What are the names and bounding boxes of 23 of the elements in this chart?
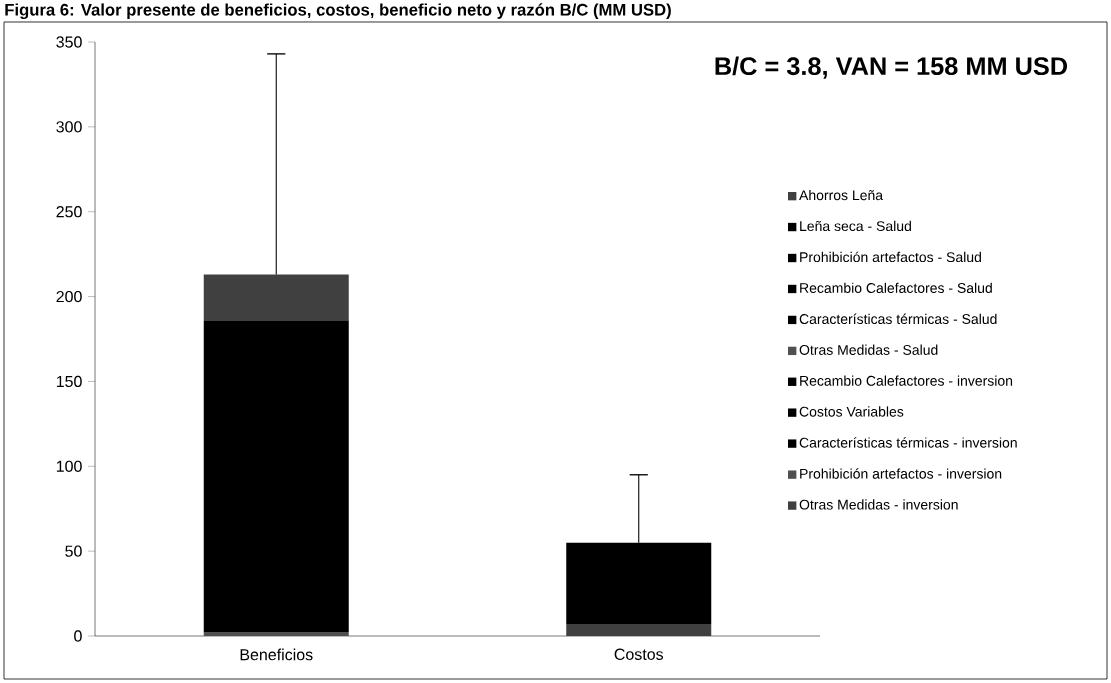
legend-label: Recambio Calefactores - Salud <box>800 282 992 293</box>
y-tick-label: 50 <box>65 545 82 557</box>
y-tick-label: 350 <box>56 36 82 48</box>
legend-label: Características térmicas - Salud <box>799 313 997 325</box>
annotation: B/C = 3.8, VAN = 158 MM USD <box>715 56 1068 79</box>
y-tick-label: 300 <box>56 121 82 133</box>
x-tick-label: Costos <box>614 648 664 660</box>
legend-label: Ahorros Leña <box>799 189 884 201</box>
legend-label: Leña seca - Salud <box>800 220 911 232</box>
legend-label: Prohibición artefactos - inversion <box>800 468 1002 479</box>
legend-label: Otras Medidas - Salud <box>799 344 938 355</box>
legend-label: Características térmicas - inversion <box>799 437 1017 448</box>
y-tick-label: 150 <box>56 375 82 388</box>
y-tick-label: 200 <box>56 290 82 303</box>
legend-label: Otras Medidas - inversion <box>799 499 958 510</box>
y-tick-label: 100 <box>56 460 82 472</box>
y-tick-label: 250 <box>56 206 82 218</box>
y-tick-label: 0 <box>74 630 82 642</box>
x-tick-label: Beneficios <box>240 648 313 661</box>
chart-title: Figura 6: Valor presente de beneficios, costos, beneficio neto y razón B/C (MM USD) <box>5 3 671 20</box>
legend-label: Prohibición artefactos - Salud <box>800 251 981 263</box>
legend-label: Recambio Calefactores - inversion <box>800 375 1013 386</box>
legend-label: Costos Variables <box>799 406 904 417</box>
